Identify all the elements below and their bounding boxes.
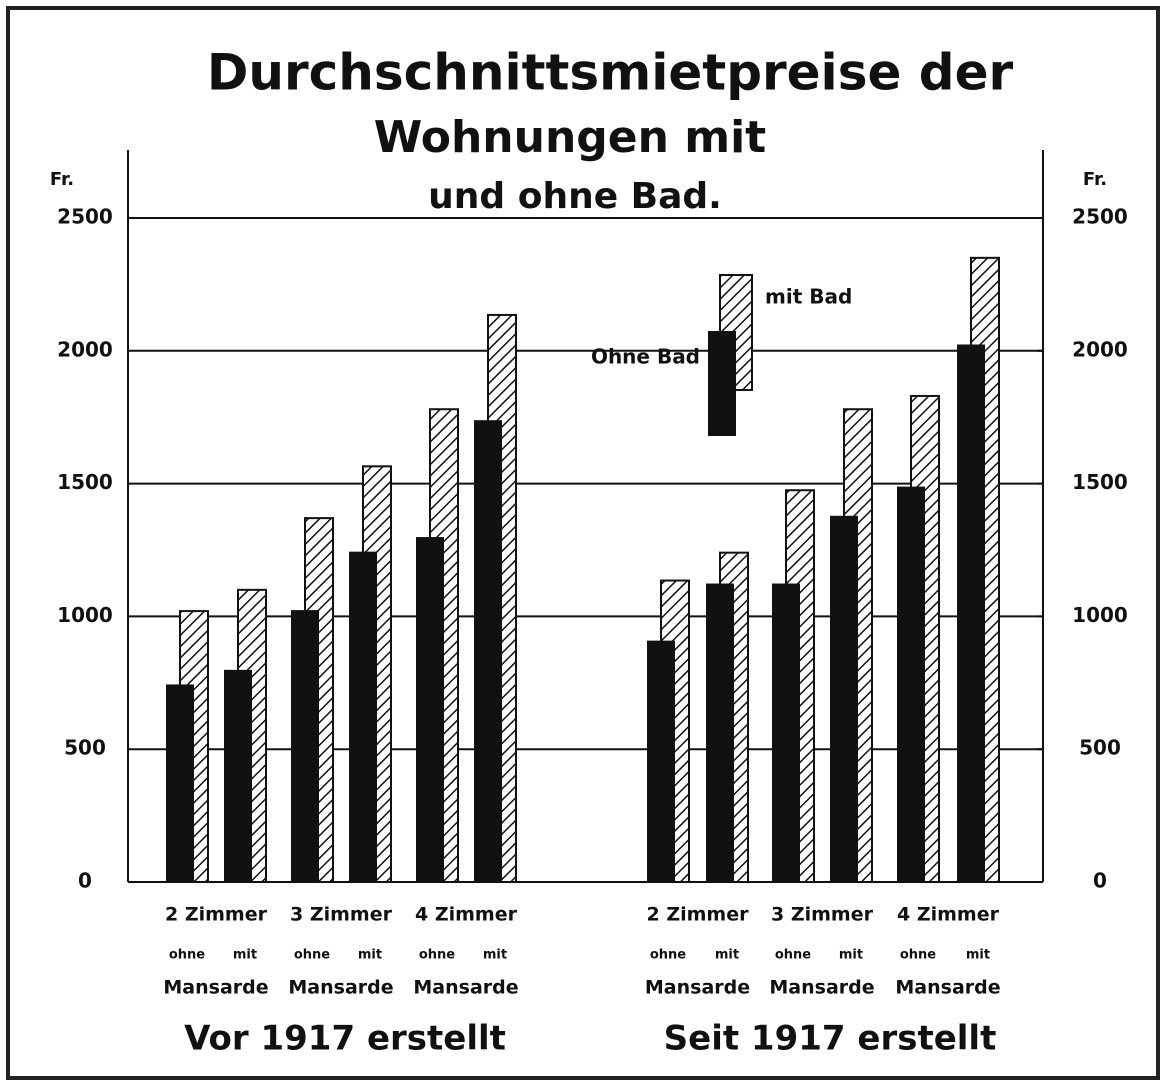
y-tick-label: 2000	[57, 337, 113, 361]
bar	[957, 344, 985, 884]
y2-tick-label: 0	[1093, 869, 1107, 893]
y2-tick-label: 2500	[1072, 205, 1128, 229]
room-label: 2 Zimmer	[647, 904, 750, 926]
bar	[706, 583, 734, 883]
y-axis-label: Fr.	[50, 169, 74, 190]
y2-tick-label: 1000	[1072, 603, 1128, 627]
group-label: Seit 1917 erstellt	[664, 1019, 997, 1059]
bar	[166, 684, 194, 883]
chart-title: und ohne Bad.	[428, 176, 722, 217]
room-label: 3 Zimmer	[290, 904, 393, 926]
y2-tick-label: 1500	[1072, 470, 1128, 494]
bar	[772, 583, 800, 883]
y-tick-label: 0	[78, 869, 92, 893]
bar	[647, 640, 675, 884]
bar	[291, 610, 319, 883]
bar	[897, 486, 925, 883]
bar	[416, 537, 444, 883]
x-tick-label: mit	[358, 948, 382, 963]
room-label: 4 Zimmer	[415, 904, 518, 926]
x-tick-label: ohne	[775, 948, 811, 963]
legend-swatch	[708, 331, 736, 436]
x-tick-label: ohne	[419, 948, 455, 963]
room-label: 2 Zimmer	[165, 904, 268, 926]
room-label: 3 Zimmer	[771, 904, 874, 926]
x-tick-label: mit	[839, 948, 863, 963]
room-unit: Mansarde	[413, 977, 518, 999]
bar	[349, 551, 377, 883]
y-tick-label: 1000	[57, 603, 113, 627]
y-tick-label: 1500	[57, 470, 113, 494]
x-tick-label: mit	[966, 948, 990, 963]
x-tick-label: mit	[233, 948, 257, 963]
y2-tick-label: 2000	[1072, 337, 1128, 361]
bar	[830, 515, 858, 883]
x-tick-label: ohne	[650, 948, 686, 963]
y-tick-label: 500	[64, 736, 106, 760]
chart-title: Durchschnittsmietpreise der	[207, 44, 1014, 102]
legend-label: mit Bad	[765, 285, 852, 309]
room-unit: Mansarde	[769, 977, 874, 999]
x-tick-label: ohne	[294, 948, 330, 963]
room-unit: Mansarde	[645, 977, 750, 999]
x-tick-label: ohne	[169, 948, 205, 963]
x-tick-label: ohne	[900, 948, 936, 963]
bar	[224, 669, 252, 884]
x-tick-label: mit	[483, 948, 507, 963]
room-unit: Mansarde	[288, 977, 393, 999]
room-unit: Mansarde	[163, 977, 268, 999]
y-tick-label: 2500	[57, 205, 113, 229]
y2-axis-label: Fr.	[1083, 169, 1107, 190]
legend-label: Ohne Bad	[591, 345, 700, 369]
room-unit: Mansarde	[895, 977, 1000, 999]
y2-tick-label: 500	[1079, 736, 1121, 760]
bar	[474, 420, 502, 883]
x-tick-label: mit	[715, 948, 739, 963]
room-label: 4 Zimmer	[897, 904, 1000, 926]
title-backdrop	[200, 40, 1000, 215]
chart-title: Wohnungen mit	[374, 112, 766, 163]
group-label: Vor 1917 erstellt	[184, 1019, 506, 1059]
